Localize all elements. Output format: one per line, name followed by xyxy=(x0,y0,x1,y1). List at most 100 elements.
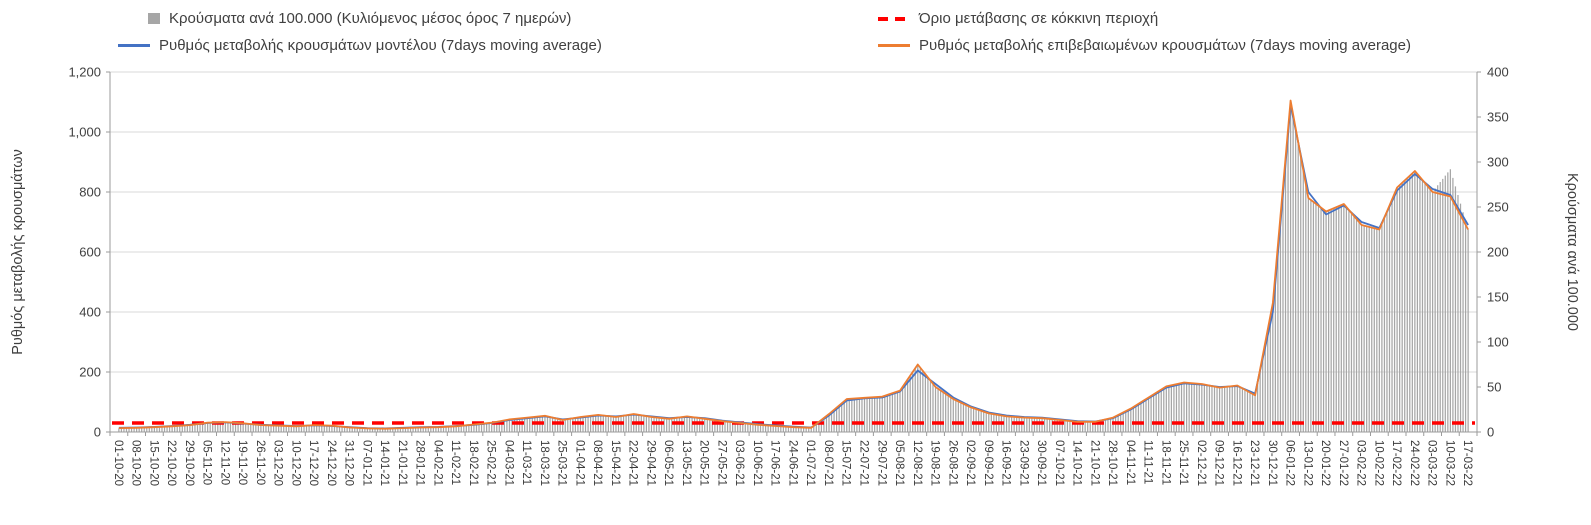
left-axis-title: Ρυθμός μεταβολής κρουσμάτων xyxy=(10,149,26,355)
svg-text:50: 50 xyxy=(1487,380,1501,395)
svg-text:26-08-21: 26-08-21 xyxy=(946,440,958,486)
svg-text:23-09-21: 23-09-21 xyxy=(1017,440,1029,486)
svg-text:24-12-20: 24-12-20 xyxy=(325,440,337,486)
svg-text:10-03-22: 10-03-22 xyxy=(1443,440,1455,486)
svg-text:18-11-21: 18-11-21 xyxy=(1159,440,1171,485)
legend-label-red-threshold: Όριο μετάβασης σε κόκκινη περιοχή xyxy=(919,10,1159,27)
svg-text:1,200: 1,200 xyxy=(68,65,101,80)
legend-label-confirmed-line: Ρυθμός μεταβολής επιβεβαιωμένων κρουσμάτ… xyxy=(919,37,1411,54)
svg-text:11-02-21: 11-02-21 xyxy=(449,440,461,485)
svg-text:600: 600 xyxy=(79,245,101,260)
svg-text:25-11-21: 25-11-21 xyxy=(1177,440,1189,485)
svg-text:15-04-21: 15-04-21 xyxy=(609,440,621,486)
svg-text:06-05-21: 06-05-21 xyxy=(662,440,674,486)
svg-text:01-10-20: 01-10-20 xyxy=(112,440,124,486)
legend-item-cases-bars: Κρούσματα ανά 100.000 (Κυλιόμενος μέσος … xyxy=(148,10,571,27)
svg-text:400: 400 xyxy=(1487,65,1509,80)
svg-text:29-07-21: 29-07-21 xyxy=(875,440,887,486)
svg-text:04-03-21: 04-03-21 xyxy=(502,440,514,486)
svg-text:02-09-21: 02-09-21 xyxy=(964,440,976,486)
svg-text:17-03-22: 17-03-22 xyxy=(1461,440,1473,486)
svg-text:350: 350 xyxy=(1487,110,1509,125)
svg-text:17-02-22: 17-02-22 xyxy=(1390,440,1402,486)
legend-label-model-line: Ρυθμός μεταβολής κρουσμάτων μοντέλου (7d… xyxy=(159,37,602,54)
legend-item-confirmed-line: Ρυθμός μεταβολής επιβεβαιωμένων κρουσμάτ… xyxy=(878,37,1411,54)
svg-text:20-05-21: 20-05-21 xyxy=(698,440,710,486)
legend-item-model-line: Ρυθμός μεταβολής κρουσμάτων μοντέλου (7d… xyxy=(118,37,602,54)
svg-text:25-03-21: 25-03-21 xyxy=(556,440,568,486)
svg-text:0: 0 xyxy=(1487,425,1494,440)
svg-text:1,000: 1,000 xyxy=(68,125,101,140)
svg-text:27-05-21: 27-05-21 xyxy=(715,440,727,486)
svg-text:07-10-21: 07-10-21 xyxy=(1053,440,1065,486)
svg-text:15-10-20: 15-10-20 xyxy=(147,440,159,486)
svg-text:800: 800 xyxy=(79,185,101,200)
svg-text:04-02-21: 04-02-21 xyxy=(431,440,443,486)
svg-text:01-07-21: 01-07-21 xyxy=(804,440,816,486)
svg-text:16-12-21: 16-12-21 xyxy=(1230,440,1242,486)
svg-text:10-02-22: 10-02-22 xyxy=(1372,440,1384,486)
svg-text:09-09-21: 09-09-21 xyxy=(982,440,994,486)
svg-text:18-03-21: 18-03-21 xyxy=(538,440,550,486)
svg-text:15-07-21: 15-07-21 xyxy=(840,440,852,486)
svg-text:22-04-21: 22-04-21 xyxy=(627,440,639,486)
svg-text:10-12-20: 10-12-20 xyxy=(289,440,301,486)
svg-text:03-12-20: 03-12-20 xyxy=(272,440,284,486)
svg-text:18-02-21: 18-02-21 xyxy=(467,440,479,486)
confirmed-line-swatch-icon xyxy=(878,44,910,47)
svg-text:29-04-21: 29-04-21 xyxy=(644,440,656,486)
svg-text:09-12-21: 09-12-21 xyxy=(1213,440,1225,486)
svg-text:13-05-21: 13-05-21 xyxy=(680,440,692,486)
svg-text:08-04-21: 08-04-21 xyxy=(591,440,603,486)
svg-text:08-07-21: 08-07-21 xyxy=(822,440,834,486)
svg-text:31-12-20: 31-12-20 xyxy=(343,440,355,486)
svg-text:08-10-20: 08-10-20 xyxy=(130,440,142,486)
svg-text:16-09-21: 16-09-21 xyxy=(1000,440,1012,486)
svg-text:21-01-21: 21-01-21 xyxy=(396,440,408,486)
svg-text:400: 400 xyxy=(79,305,101,320)
dashed-line-swatch-icon xyxy=(878,16,910,21)
svg-text:10-06-21: 10-06-21 xyxy=(751,440,763,486)
svg-text:03-02-22: 03-02-22 xyxy=(1355,440,1367,486)
svg-text:24-02-22: 24-02-22 xyxy=(1408,440,1420,486)
legend-label-cases-bars: Κρούσματα ανά 100.000 (Κυλιόμενος μέσος … xyxy=(169,10,572,27)
svg-text:11-03-21: 11-03-21 xyxy=(520,440,532,485)
svg-text:300: 300 xyxy=(1487,155,1509,170)
svg-text:30-12-21: 30-12-21 xyxy=(1266,440,1278,486)
svg-text:28-01-21: 28-01-21 xyxy=(414,440,426,486)
svg-text:200: 200 xyxy=(1487,245,1509,260)
svg-text:150: 150 xyxy=(1487,290,1509,305)
svg-text:19-08-21: 19-08-21 xyxy=(929,440,941,486)
svg-text:30-09-21: 30-09-21 xyxy=(1035,440,1047,486)
svg-text:250: 250 xyxy=(1487,200,1509,215)
svg-text:28-10-21: 28-10-21 xyxy=(1106,440,1118,486)
svg-text:07-01-21: 07-01-21 xyxy=(360,440,372,486)
svg-text:0: 0 xyxy=(94,425,101,440)
svg-text:200: 200 xyxy=(79,365,101,380)
svg-text:05-11-20: 05-11-20 xyxy=(201,440,213,485)
legend-item-red-threshold: Όριο μετάβασης σε κόκκινη περιοχή xyxy=(878,10,1158,27)
svg-text:29-10-20: 29-10-20 xyxy=(183,440,195,486)
svg-text:05-08-21: 05-08-21 xyxy=(893,440,905,486)
svg-text:13-01-22: 13-01-22 xyxy=(1301,440,1313,486)
svg-text:12-11-20: 12-11-20 xyxy=(218,440,230,485)
legend: Κρούσματα ανά 100.000 (Κυλιόμενος μέσος … xyxy=(0,0,1591,64)
svg-text:22-07-21: 22-07-21 xyxy=(857,440,869,486)
svg-text:14-01-21: 14-01-21 xyxy=(378,440,390,486)
svg-text:19-11-20: 19-11-20 xyxy=(236,440,248,485)
svg-text:06-01-22: 06-01-22 xyxy=(1284,440,1296,486)
svg-text:23-12-21: 23-12-21 xyxy=(1248,440,1260,486)
svg-text:03-03-22: 03-03-22 xyxy=(1426,440,1438,486)
svg-text:20-01-22: 20-01-22 xyxy=(1319,440,1331,486)
svg-text:04-11-21: 04-11-21 xyxy=(1124,440,1136,485)
svg-text:14-10-21: 14-10-21 xyxy=(1071,440,1083,486)
svg-text:12-08-21: 12-08-21 xyxy=(911,440,923,486)
svg-text:21-10-21: 21-10-21 xyxy=(1088,440,1100,486)
right-axis-title: Κρούσματα ανά 100.000 xyxy=(1564,173,1580,331)
bar-series-swatch-icon xyxy=(148,13,160,24)
svg-text:17-06-21: 17-06-21 xyxy=(769,440,781,486)
svg-text:01-04-21: 01-04-21 xyxy=(573,440,585,486)
svg-text:100: 100 xyxy=(1487,335,1509,350)
